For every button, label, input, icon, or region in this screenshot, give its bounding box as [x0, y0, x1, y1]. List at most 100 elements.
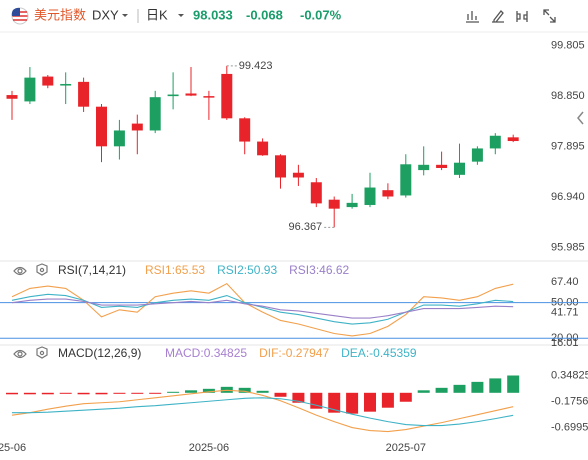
legend-separator: : [316, 263, 319, 277]
flag [11, 7, 29, 25]
legend-value: 50.93 [247, 263, 277, 277]
y-tick-label: 41.71 [551, 306, 579, 318]
candle-body [436, 164, 448, 168]
symbol-name[interactable]: 美元指数 [34, 7, 86, 22]
change: -0.068 [246, 7, 283, 22]
histogram-bar [328, 392, 341, 413]
candle-body [364, 187, 376, 205]
histogram-bar [238, 387, 251, 393]
candle-body [418, 164, 430, 171]
histogram-bar [453, 384, 466, 393]
legend-value: -0.27947 [282, 346, 330, 360]
series-line [11, 293, 514, 325]
candle-body [78, 81, 90, 107]
legend-entry: MACD:0.34825 [165, 346, 247, 360]
y-tick-label: -0.69953 [551, 421, 588, 433]
candle-body [489, 135, 501, 149]
price: 98.033 [193, 7, 233, 22]
legend-entry: DEA:-0.45359 [341, 346, 417, 360]
legend-name: RSI2 [217, 263, 244, 277]
candle-body [454, 162, 465, 175]
histogram-bar [41, 392, 54, 395]
change-percent: -0.07% [300, 7, 342, 22]
toolbar[interactable] [466, 9, 556, 23]
histogram-bar [292, 392, 305, 403]
candle-body [42, 76, 54, 86]
y-tick-label: 99.805 [551, 40, 585, 52]
candle-body [167, 94, 179, 97]
series-line [12, 397, 514, 427]
y-tick-label: 98.850 [551, 90, 585, 102]
legend-value: 0.34825 [204, 346, 248, 360]
legend-entry: RSI3:46.62 [289, 263, 349, 277]
legend-value: -0.45359 [369, 346, 417, 360]
x-tick-label: 2025-06 [189, 442, 229, 454]
histogram-bar [113, 392, 126, 394]
series-line [11, 298, 514, 319]
candle-body [507, 137, 519, 142]
panel-title: RSI(7,14,21) [58, 263, 126, 277]
histogram-bar [95, 392, 108, 395]
histogram-bar [471, 381, 484, 393]
panel-icons[interactable] [13, 263, 48, 359]
low-label: 96.367 [289, 221, 323, 233]
candle-body [131, 123, 143, 131]
legend-separator: : [172, 263, 175, 277]
series-line [11, 282, 514, 337]
candle-body [203, 96, 215, 98]
legend-entry: RSI1:65.53 [145, 263, 205, 277]
x-tick-label: 25-06 [0, 442, 26, 454]
candle-body [382, 190, 394, 197]
candle-body [328, 199, 340, 209]
legend-separator: : [244, 263, 247, 277]
histogram-bar [256, 390, 269, 393]
period[interactable]: 日K [146, 7, 168, 22]
y-tick-label: 95.985 [551, 241, 585, 253]
legend-entry: RSI2:50.93 [217, 263, 277, 277]
y-tick-label: 67.40 [551, 276, 579, 288]
candle-body [275, 155, 286, 178]
candle-body [346, 202, 358, 208]
histogram-bar [6, 392, 18, 395]
histogram-bar [507, 375, 520, 393]
y-tick-label: 97.895 [551, 140, 585, 152]
y-tick-label: 96.940 [551, 191, 585, 203]
y-tick-label: 16.01 [551, 337, 579, 349]
legend-name: RSI3 [289, 263, 316, 277]
legend-value: 65.53 [175, 263, 205, 277]
candle-body [149, 97, 161, 131]
panel-title: MACD(12,26,9) [58, 346, 141, 360]
legend-name: MACD [165, 346, 201, 360]
histogram-bar [346, 392, 359, 414]
legend-separator: : [200, 346, 203, 360]
symbol-code[interactable]: DXY [92, 7, 119, 22]
candle-body [257, 141, 269, 156]
histogram-bar [417, 390, 430, 393]
legend-name: DIF [259, 346, 278, 360]
histogram-bar [364, 392, 376, 412]
legend-entry: DIF:-0.27947 [259, 346, 329, 360]
y-tick-label: 0.34825 [551, 369, 588, 381]
legend-separator: : [366, 346, 369, 360]
caret[interactable] [122, 14, 128, 17]
histogram-bar [435, 387, 448, 393]
legend-name: RSI1 [145, 263, 172, 277]
collapse-button[interactable] [577, 111, 584, 125]
candle-body [113, 130, 125, 147]
legend-separator: : [278, 346, 281, 360]
candle-body [292, 172, 304, 178]
high-label: 99.423 [239, 60, 273, 72]
legend-value: 46.62 [319, 263, 349, 277]
candle-body [400, 164, 412, 196]
candle-body [471, 148, 483, 162]
histogram-bar [23, 392, 36, 395]
candle-body [185, 93, 197, 96]
histogram-bar [399, 392, 412, 402]
histogram-bar [381, 392, 394, 408]
histogram-bar [167, 391, 180, 393]
histogram-bar [59, 392, 72, 394]
candle-body [221, 73, 233, 119]
caret[interactable] [178, 14, 184, 17]
histogram-bar [489, 378, 502, 393]
